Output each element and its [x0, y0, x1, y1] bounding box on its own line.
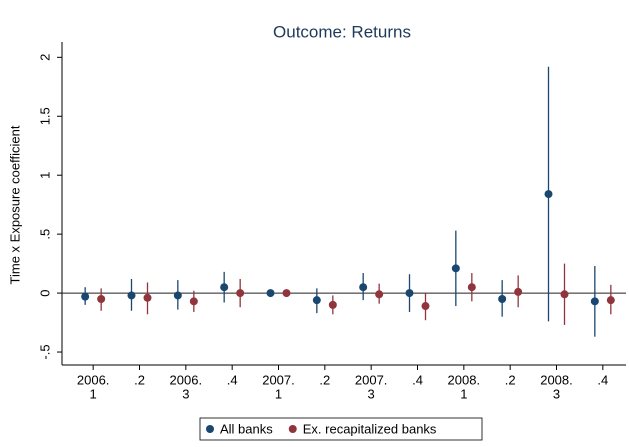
legend-marker: [206, 425, 214, 433]
x-tick-label: 1: [460, 386, 467, 401]
point-estimate: [220, 283, 229, 292]
x-tick-label: .2: [134, 372, 145, 387]
x-tick-label: .4: [597, 372, 608, 387]
point-estimate: [312, 296, 321, 305]
x-tick-label: .2: [505, 372, 516, 387]
x-tick-label: 3: [368, 386, 375, 401]
chart-title: Outcome: Returns: [273, 22, 411, 41]
point-estimate: [606, 296, 615, 305]
point-estimate: [498, 294, 507, 303]
x-tick-label: 2006.: [77, 372, 110, 387]
legend-label: Ex. recapitalized banks: [303, 421, 437, 436]
point-estimate: [467, 283, 476, 292]
x-tick-label: 2007.: [262, 372, 295, 387]
y-tick-label: 0: [37, 289, 52, 296]
point-estimate: [328, 300, 337, 309]
y-tick-label: 1: [37, 172, 52, 179]
point-estimate: [590, 297, 599, 306]
point-estimate: [282, 289, 291, 298]
point-estimate: [405, 289, 414, 298]
x-tick-label: 2008.: [448, 372, 481, 387]
point-estimate: [544, 190, 553, 199]
point-estimate: [173, 291, 182, 300]
x-tick-label: 3: [182, 386, 189, 401]
point-estimate: [127, 291, 136, 300]
point-estimate: [266, 289, 275, 298]
point-estimate: [375, 290, 384, 299]
x-tick-label: .4: [227, 372, 238, 387]
y-axis-label: Time x Exposure coefficient: [7, 125, 22, 284]
point-estimate: [359, 283, 368, 292]
y-tick-label: 2: [37, 54, 52, 61]
point-estimate: [560, 290, 569, 299]
x-tick-label: 2008.: [540, 372, 573, 387]
x-tick-label: .4: [412, 372, 423, 387]
legend-marker: [288, 425, 297, 433]
y-tick-label: .5: [37, 229, 52, 240]
x-tick-label: .2: [319, 372, 330, 387]
point-estimate: [143, 293, 152, 302]
point-estimate: [189, 297, 198, 306]
y-tick-label: 1.5: [37, 107, 52, 125]
point-estimate: [81, 292, 90, 301]
x-tick-label: 2007.: [355, 372, 388, 387]
y-tick-label: -.5: [37, 344, 52, 359]
legend-box: [199, 417, 483, 441]
point-estimate: [97, 294, 106, 303]
point-estimate: [451, 264, 460, 273]
point-estimate: [236, 289, 245, 298]
point-estimate: [514, 287, 523, 296]
x-tick-label: 1: [275, 386, 282, 401]
x-tick-label: 2006.: [170, 372, 203, 387]
legend-label: All banks: [220, 421, 273, 436]
x-tick-label: 1: [90, 386, 97, 401]
x-tick-label: 3: [553, 386, 560, 401]
point-estimate: [421, 302, 430, 311]
